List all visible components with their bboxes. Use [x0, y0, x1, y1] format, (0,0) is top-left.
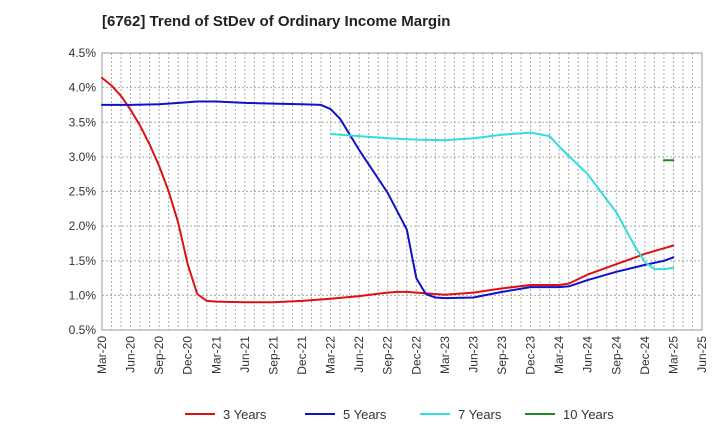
x-tick-label: Mar-21 — [209, 336, 223, 374]
y-tick-label: 0.5% — [69, 323, 97, 337]
series-line — [101, 100, 675, 300]
x-tick-label: Mar-20 — [95, 336, 109, 374]
y-tick-label: 3.5% — [69, 115, 97, 129]
y-tick-label: 4.0% — [69, 81, 97, 95]
x-tick-label: Sep-20 — [152, 336, 166, 375]
legend-label: 7 Years — [458, 407, 502, 422]
legend-label: 5 Years — [343, 407, 387, 422]
legend-label: 10 Years — [563, 407, 614, 422]
plot-border — [101, 52, 703, 331]
y-tick-label: 1.0% — [69, 288, 97, 302]
x-tick-label: Dec-22 — [409, 336, 423, 375]
x-tick-label: Jun-21 — [238, 336, 252, 373]
y-axis-ticks: 0.5% 1.0% 1.5% 2.0% 2.5% 3.0% 3.5% 4.0% 4.5% — [69, 46, 97, 337]
x-tick-label: Dec-20 — [181, 336, 195, 375]
y-tick-label: 4.5% — [69, 46, 97, 60]
y-tick-label: 3.0% — [69, 150, 97, 164]
x-tick-label: Jun-24 — [581, 336, 595, 373]
series-line — [101, 76, 675, 304]
y-tick-label: 2.5% — [69, 185, 97, 199]
x-tick-label: Jun-25 — [695, 336, 709, 373]
grid — [101, 52, 703, 331]
x-tick-label: Mar-24 — [552, 336, 566, 374]
x-axis-ticks: Mar-20 Jun-20 Sep-20 Dec-20 Mar-21 Jun-21 Sep-… — [95, 336, 709, 375]
x-tick-label: Dec-23 — [524, 336, 538, 375]
x-tick-label: Mar-22 — [324, 336, 338, 374]
x-tick-label: Mar-23 — [438, 336, 452, 374]
legend: 3 Years 5 Years 7 Years 10 Years — [185, 407, 614, 422]
x-tick-label: Dec-21 — [295, 336, 309, 375]
x-tick-label: Sep-23 — [495, 336, 509, 375]
x-tick-label: Jun-20 — [124, 336, 138, 373]
series-lines — [101, 76, 675, 304]
y-tick-label: 2.0% — [69, 219, 97, 233]
series-line — [329, 131, 675, 271]
chart-title: [6762] Trend of StDev of Ordinary Income… — [102, 13, 451, 30]
y-tick-label: 1.5% — [69, 254, 97, 268]
x-tick-label: Sep-21 — [266, 336, 280, 375]
x-tick-label: Dec-24 — [638, 336, 652, 375]
x-tick-label: Sep-22 — [381, 336, 395, 375]
x-tick-label: Mar-25 — [666, 336, 680, 374]
x-tick-label: Jun-22 — [352, 336, 366, 373]
x-tick-label: Jun-23 — [466, 336, 480, 373]
legend-label: 3 Years — [223, 407, 267, 422]
x-tick-label: Sep-24 — [609, 336, 623, 375]
